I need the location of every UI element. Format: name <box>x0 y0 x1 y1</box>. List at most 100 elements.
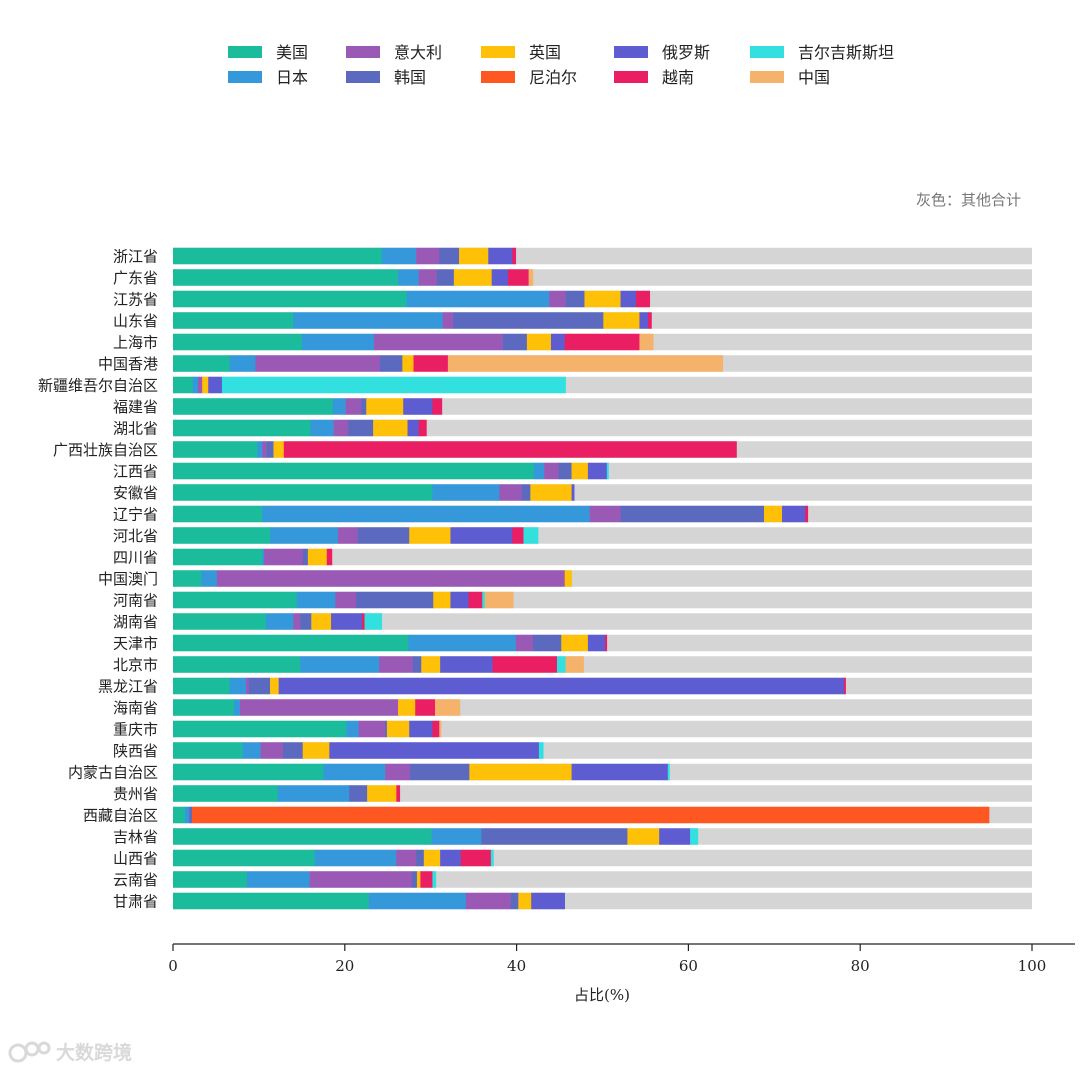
category-label: 山西省 <box>113 850 158 868</box>
chart-note: 灰色：其他合计 <box>916 191 1021 209</box>
legend-item-9: 中国 <box>750 68 830 87</box>
bar-segment-3 <box>189 806 193 824</box>
bar-row <box>173 462 1032 480</box>
bar-segment-2 <box>379 656 413 673</box>
bar-segment-3 <box>282 742 304 759</box>
bar-segment-3 <box>558 462 572 480</box>
bar-segment-other <box>173 613 1032 630</box>
bar-segment-1 <box>270 527 339 544</box>
bar-row <box>173 677 1032 695</box>
watermark-text: 大数跨境 <box>56 1042 133 1064</box>
bar-segment-4 <box>373 419 408 437</box>
bar-segment-1 <box>323 763 386 781</box>
bar-segment-1 <box>314 849 397 867</box>
bar-segment-1 <box>185 806 190 824</box>
category-label: 广东省 <box>113 269 158 287</box>
bar-segment-1 <box>242 742 261 759</box>
bar-segment-6 <box>403 398 433 415</box>
bar-segment-6 <box>440 849 462 867</box>
bar-segment-0 <box>173 355 230 372</box>
bar-segment-2 <box>335 591 357 609</box>
bar-segment-0 <box>173 419 311 437</box>
bars-group <box>173 247 1032 910</box>
x-tick-label: 80 <box>851 957 870 975</box>
bar-segment-4 <box>603 312 640 329</box>
bar-segment-3 <box>248 677 271 695</box>
bar-row <box>173 613 1032 630</box>
category-label: 江苏省 <box>113 291 158 309</box>
category-label: 黑龙江省 <box>98 678 158 696</box>
bar-segment-1 <box>533 462 545 480</box>
bar-row <box>173 742 1032 759</box>
bar-segment-8 <box>538 742 544 759</box>
bar-segment-3 <box>521 484 531 501</box>
bar-segment-1 <box>332 398 346 415</box>
bar-segment-0 <box>173 333 303 351</box>
category-label: 中国澳门 <box>98 570 158 588</box>
bar-row <box>173 355 1032 372</box>
bar-segment-8 <box>523 527 539 544</box>
category-label: 广西壮族自治区 <box>53 441 158 459</box>
bar-segment-0 <box>173 720 347 738</box>
bar-segment-4 <box>311 613 332 630</box>
legend-swatch <box>614 46 648 58</box>
bar-segment-3 <box>302 548 309 566</box>
category-label: 甘肃省 <box>113 893 158 911</box>
bar-segment-2 <box>442 312 454 329</box>
bar-segment-2 <box>240 699 399 716</box>
bar-segment-7 <box>420 871 433 888</box>
bar-segment-1 <box>406 290 550 308</box>
legend-label: 韩国 <box>394 68 426 87</box>
bar-segment-1 <box>310 419 334 437</box>
bar-segment-2 <box>418 269 438 286</box>
legend-swatch <box>228 46 262 58</box>
bar-segment-2 <box>358 720 386 738</box>
bar-row <box>173 505 1032 523</box>
bar-segment-6 <box>491 269 509 286</box>
bar-segment-4 <box>367 785 397 802</box>
bar-segment-7 <box>512 247 517 265</box>
bar-row <box>173 634 1032 652</box>
bar-segment-8 <box>490 849 494 867</box>
bar-segment-2 <box>515 634 534 652</box>
bar-segment-3 <box>357 527 410 544</box>
bar-segment-7 <box>492 656 558 673</box>
bar-segment-1 <box>262 548 265 566</box>
bar-segment-9 <box>439 720 442 738</box>
legend-label: 意大利 <box>394 43 442 62</box>
bar-segment-0 <box>173 290 407 308</box>
legend-label: 中国 <box>798 68 830 87</box>
bar-row <box>173 376 1032 394</box>
bar-segment-4 <box>561 634 589 652</box>
bar-row <box>173 871 1032 888</box>
bar-segment-7 <box>468 591 483 609</box>
bar-segment-0 <box>173 398 334 415</box>
bar-segment-9 <box>639 333 654 351</box>
bar-segment-1 <box>301 333 375 351</box>
bar-segment-6 <box>450 591 469 609</box>
bar-segment-8 <box>364 613 383 630</box>
bar-segment-7 <box>843 677 846 695</box>
legend-item-2: 意大利 <box>346 43 442 62</box>
bar-row <box>173 892 1032 910</box>
bar-segment-6 <box>587 634 606 652</box>
bar-segment-2 <box>197 376 203 394</box>
bar-segment-0 <box>173 677 230 695</box>
bar-segment-6 <box>550 333 566 351</box>
bar-segment-7 <box>805 505 809 523</box>
bar-segment-9 <box>484 591 514 609</box>
bar-segment-6 <box>278 677 845 695</box>
bar-segment-3 <box>416 849 425 867</box>
x-axis: 0 20 40 60 80 100 <box>168 943 1075 975</box>
bar-segment-6 <box>587 462 608 480</box>
bar-segment-2 <box>385 763 411 781</box>
bar-segment-3 <box>411 871 418 888</box>
category-label: 西藏自治区 <box>83 807 158 825</box>
bar-row <box>173 785 1032 802</box>
category-labels: 浙江省广东省江苏省山东省上海市中国香港新疆维吾尔自治区福建省湖北省广西壮族自治区… <box>38 248 158 911</box>
bar-segment-0 <box>173 634 409 652</box>
bar-segment-7 <box>418 419 427 437</box>
bar-segment-6 <box>450 527 513 544</box>
bar-segment-6 <box>782 505 806 523</box>
